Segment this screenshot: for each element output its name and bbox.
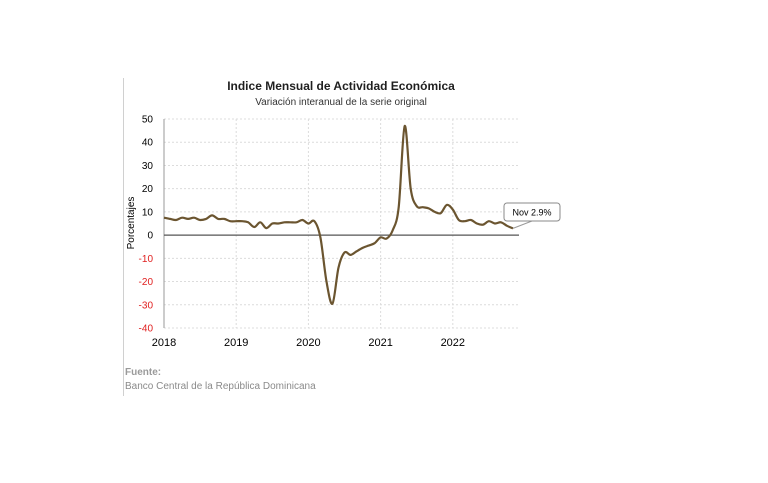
series-line xyxy=(163,124,514,305)
y-axis-label: Porcentajes xyxy=(126,197,137,250)
x-tick-label: 2020 xyxy=(296,337,320,349)
y-tick-label: 0 xyxy=(147,231,153,242)
y-tick-label: 40 xyxy=(142,138,154,149)
chart-title: Indice Mensual de Actividad Económica xyxy=(227,79,455,93)
callout-label: Nov 2.9% xyxy=(512,208,551,218)
x-tick-label: 2021 xyxy=(368,337,392,349)
plot-area: 50 40 30 20 10 0 -10 -20 -30 -40 2018 2019 2020 2021 2… xyxy=(139,115,561,349)
y-tick-label: -40 xyxy=(139,324,154,335)
left-divider-rule xyxy=(123,78,124,396)
y-tick-label: 30 xyxy=(142,161,154,172)
y-tick-label: -10 xyxy=(139,254,154,265)
x-tick-label: 2019 xyxy=(224,337,248,349)
callout-box xyxy=(503,202,561,222)
y-tick-label: -20 xyxy=(139,277,154,288)
y-tick-label: 50 xyxy=(142,115,154,126)
x-tick-label: 2018 xyxy=(152,337,176,349)
y-tick-label: 10 xyxy=(142,207,154,218)
source-label: Fuente: xyxy=(125,367,162,378)
y-tick-label: 20 xyxy=(142,184,154,195)
chart-subtitle: Variación interanual de la serie origina… xyxy=(255,97,427,108)
y-tick-label: -30 xyxy=(139,300,154,311)
chart: Indice Mensual de Actividad Económica Va… xyxy=(126,79,561,349)
callout-leader xyxy=(512,220,533,229)
source-text: Banco Central de la República Dominicana xyxy=(125,381,316,392)
x-tick-label: 2022 xyxy=(441,337,465,349)
